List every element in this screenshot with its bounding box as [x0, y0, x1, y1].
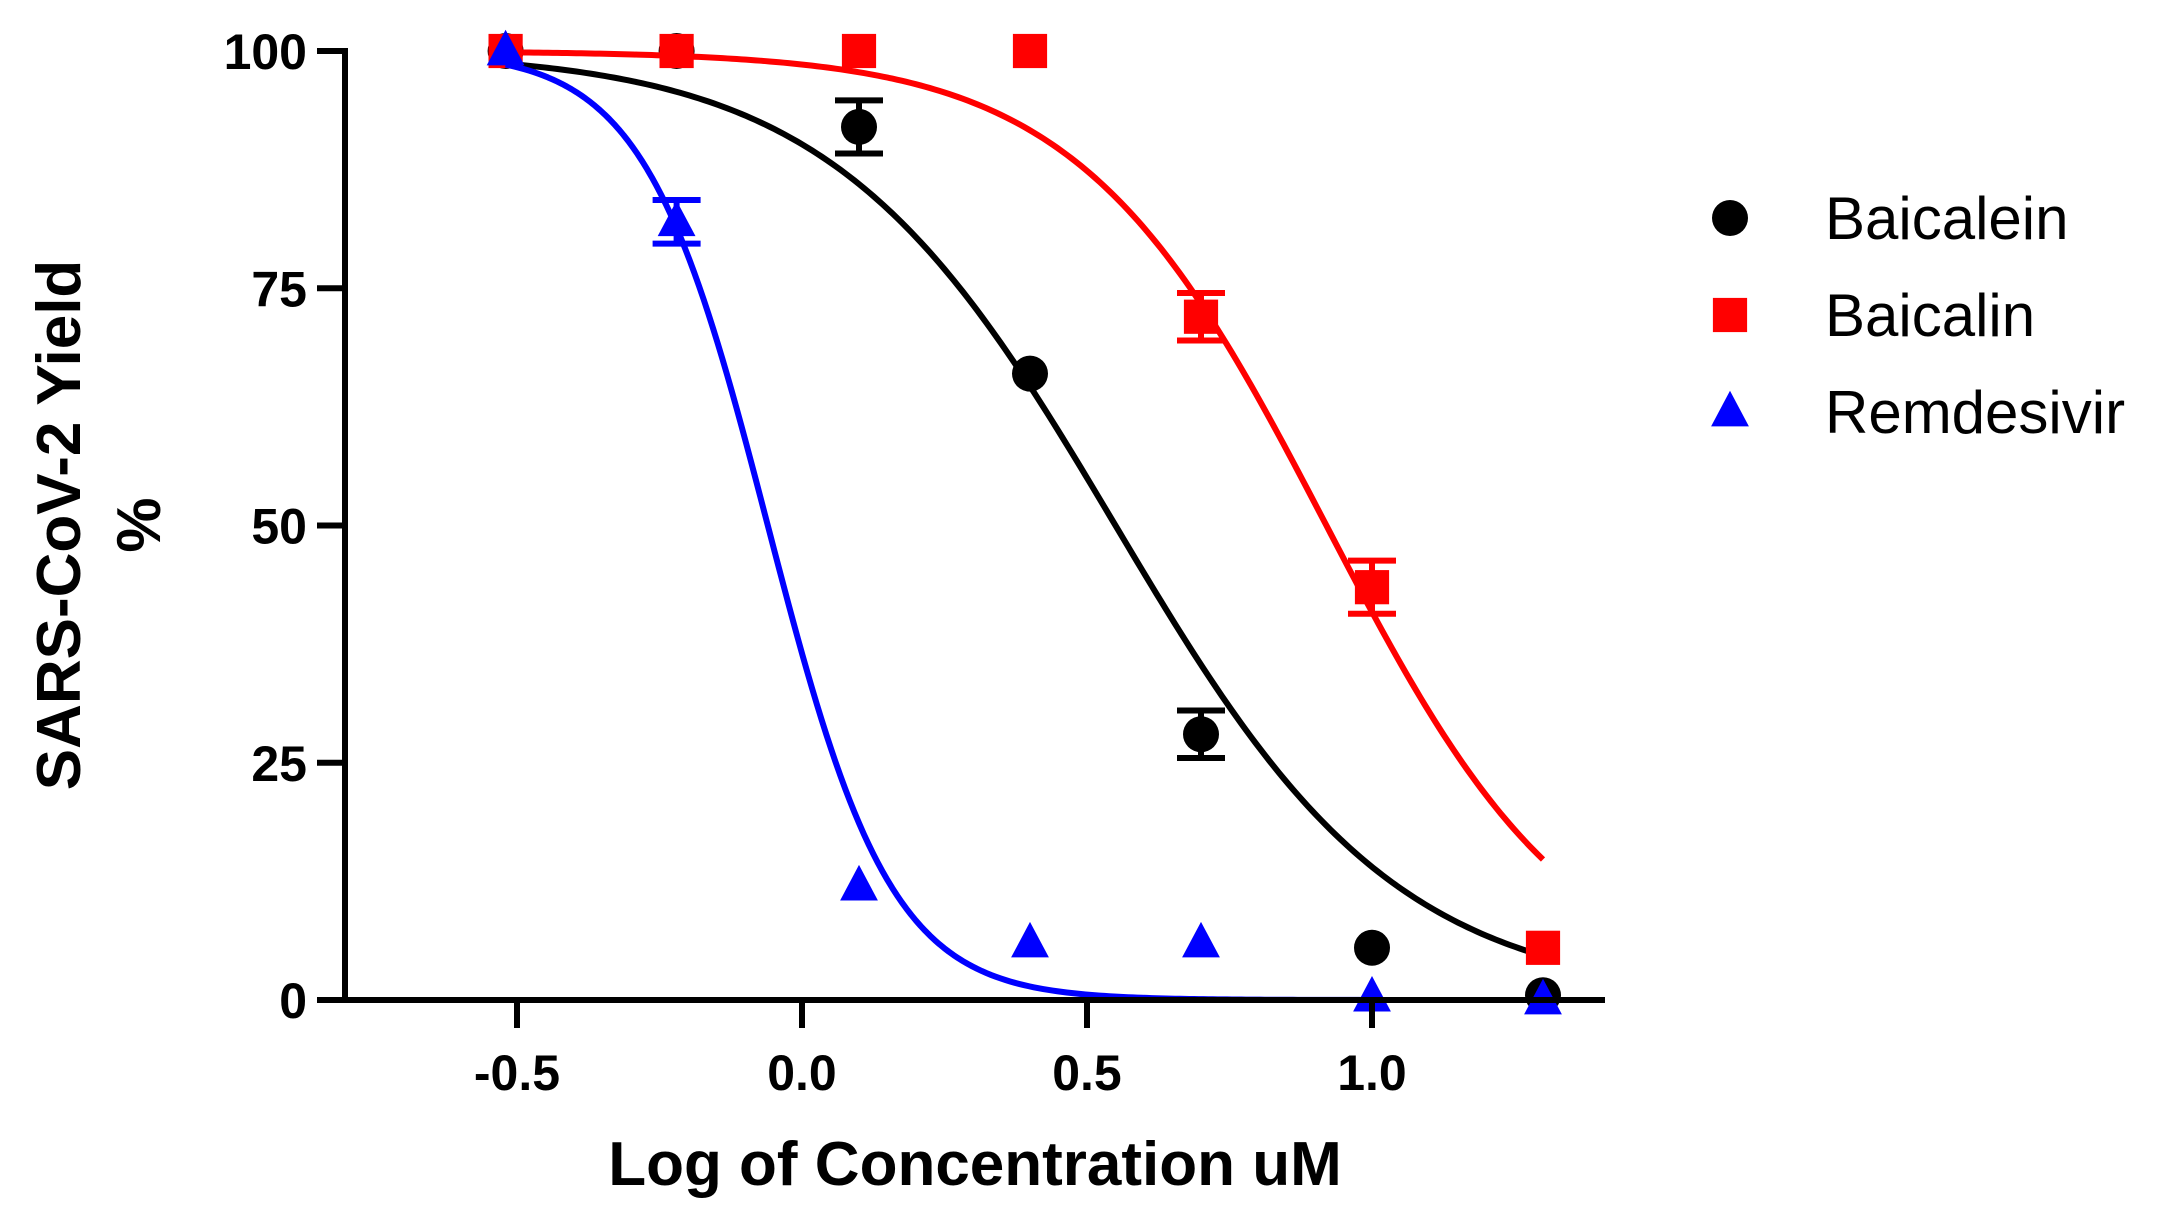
x-tick-label: 1.0: [1337, 1045, 1407, 1101]
y-axis-ticks: 0 25 50 75 100: [224, 24, 345, 1029]
legend-item-baicalin: Baicalin: [1712, 282, 2035, 349]
data-point: [1354, 929, 1390, 966]
y-tick-label: 0: [279, 973, 307, 1029]
fit-curve-baicalin: [505, 49, 1546, 862]
x-tick-label: -0.5: [474, 1045, 560, 1101]
data-point: [1183, 299, 1219, 334]
legend-label: Baicalein: [1825, 185, 2069, 252]
y-tick-label: 75: [251, 261, 307, 317]
legend-marker: [1712, 200, 1748, 236]
y-tick-label: 50: [251, 499, 307, 555]
data-point: [1354, 570, 1390, 605]
legend-item-baicalein: Baicalein: [1712, 185, 2069, 252]
y-axis-title: SARS-CoV-2 Yield: [25, 260, 94, 791]
data-point: [1012, 355, 1048, 392]
legend-item-remdesivir: Remdesivir: [1711, 379, 2125, 446]
plot-area: [486, 29, 1562, 1015]
legend-label: Remdesivir: [1825, 379, 2125, 446]
data-point: [1011, 921, 1049, 958]
data-point: [1525, 930, 1561, 965]
data-point: [840, 864, 878, 901]
series-baicalein: [487, 33, 1561, 1014]
x-axis-ticks: -0.5 0.0 0.5 1.0: [474, 1000, 1407, 1101]
x-tick-label: 0.0: [767, 1045, 837, 1101]
axes: -0.5 0.0 0.5 1.0 0 25 50 75 100: [224, 24, 1605, 1101]
data-point: [841, 108, 877, 145]
y-tick-label: 25: [251, 736, 307, 792]
data-point: [1524, 978, 1562, 1015]
data-point: [659, 33, 694, 69]
data-point: [1182, 921, 1220, 958]
legend: Baicalein Baicalin Remdesivir: [1711, 185, 2125, 446]
series-baicalin: [488, 33, 1561, 965]
legend-marker: [1711, 390, 1749, 427]
series-remdesivir: [486, 29, 1562, 1015]
y-tick-label: 100: [224, 24, 307, 80]
legend-label: Baicalin: [1825, 282, 2035, 349]
fit-curve-remdesivir: [504, 61, 1543, 1003]
y-axis-unit: %: [105, 497, 174, 552]
data-point: [1183, 716, 1219, 753]
x-axis-title: Log of Concentration uM: [608, 1130, 1342, 1199]
legend-marker: [1712, 297, 1748, 333]
data-point: [1012, 33, 1048, 69]
data-point: [486, 29, 525, 66]
data-point: [657, 200, 696, 237]
data-point: [841, 33, 877, 69]
x-tick-label: 0.5: [1052, 1045, 1122, 1101]
